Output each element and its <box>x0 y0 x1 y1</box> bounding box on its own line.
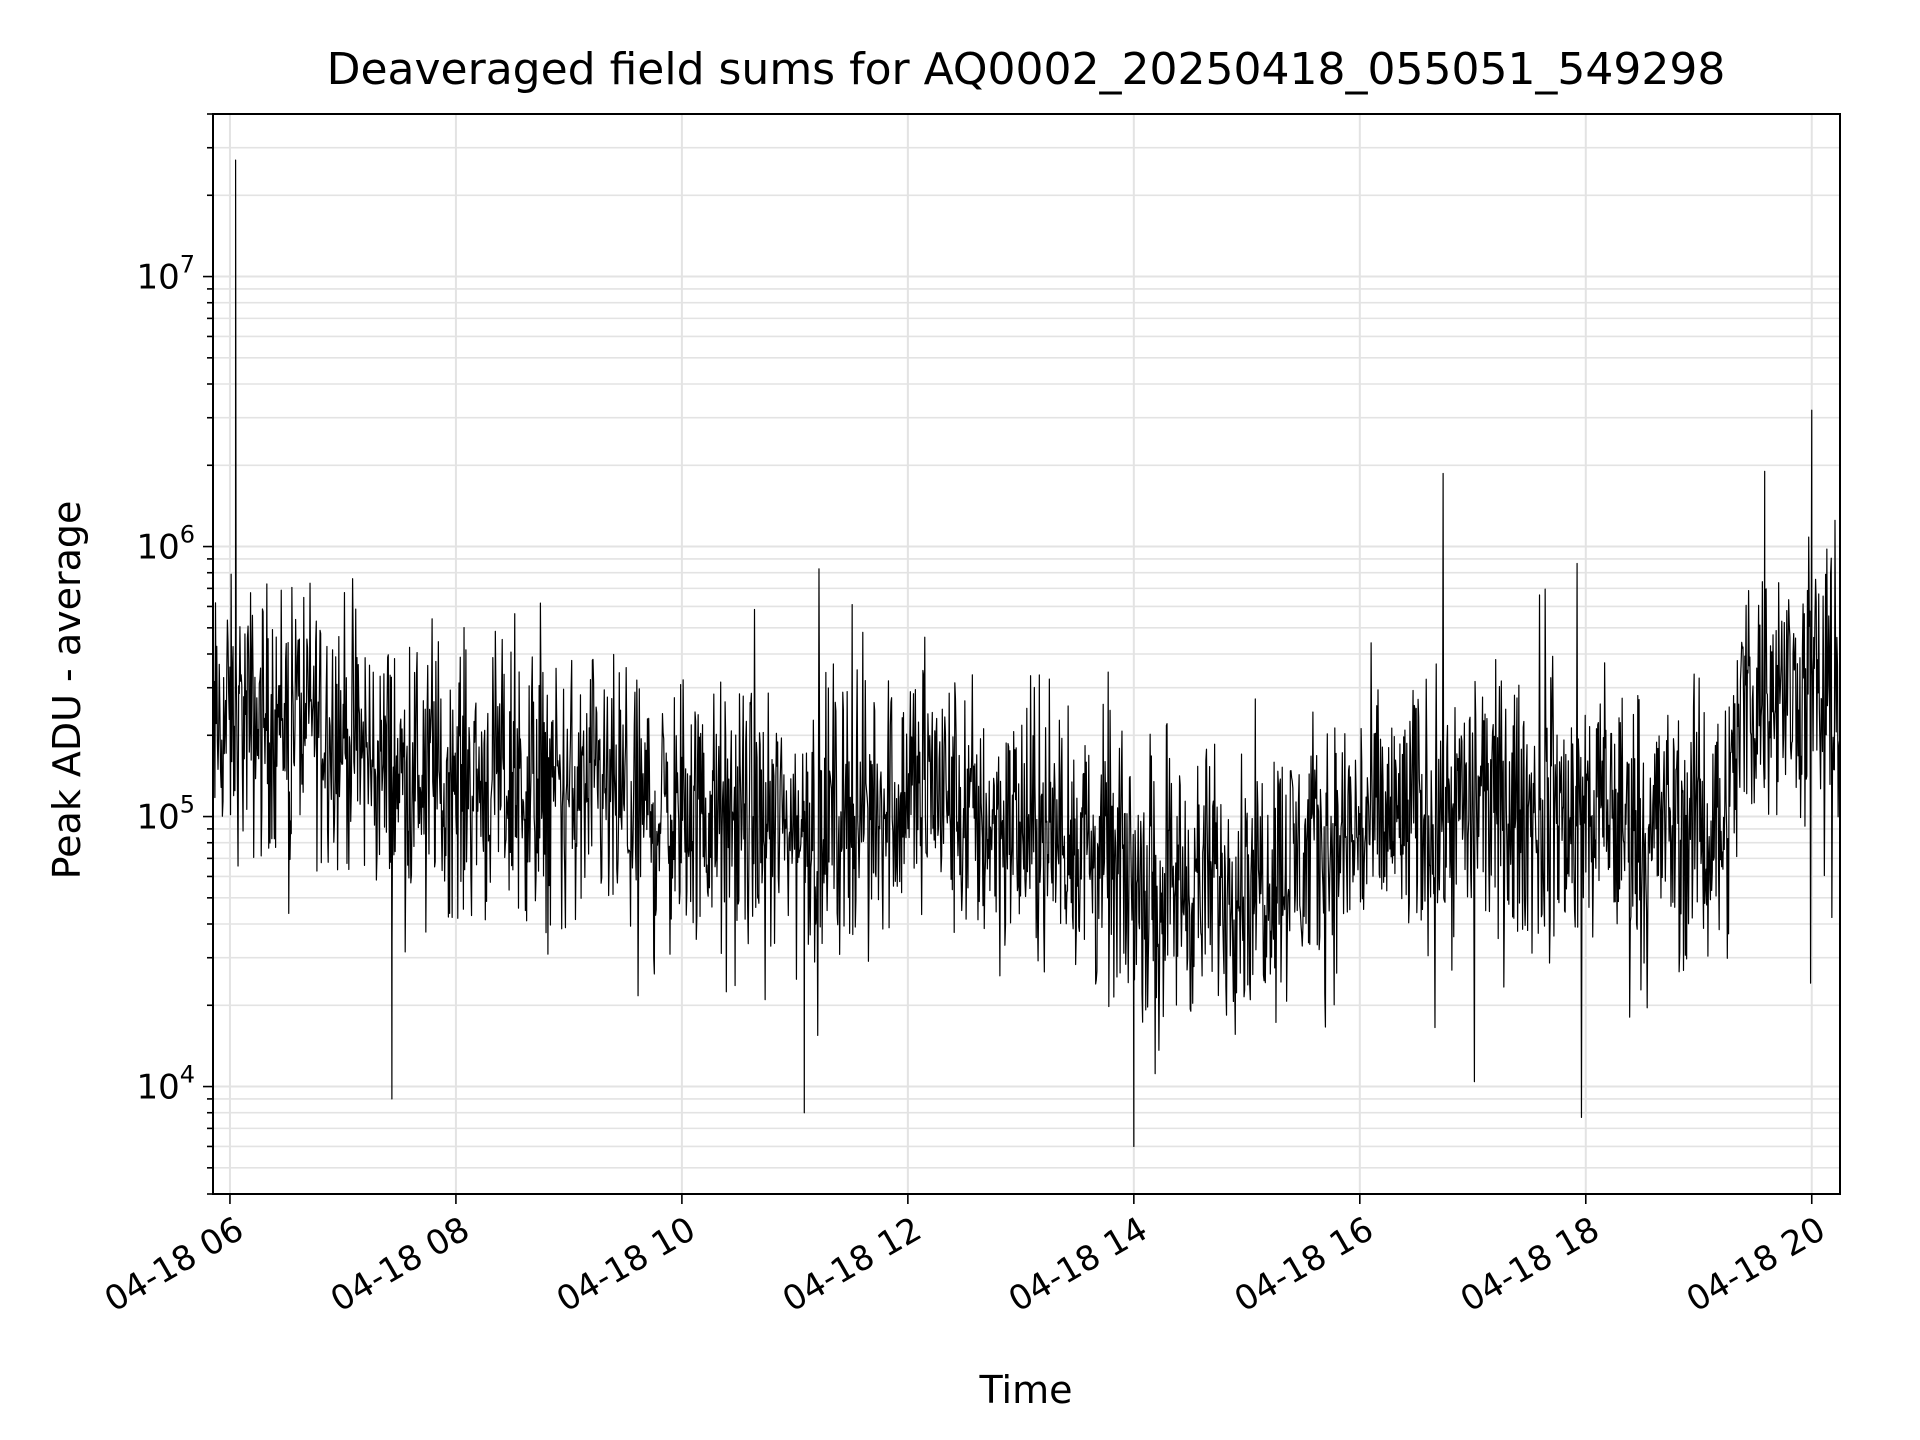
y-tick-label-base: 10 <box>136 258 179 298</box>
y-tick-label-exponent: 4 <box>180 1061 195 1089</box>
y-tick-label-exponent: 7 <box>180 251 195 279</box>
series-line <box>213 159 1840 1148</box>
y-tick-label: 107 <box>136 251 195 298</box>
y-tick-label-base: 10 <box>136 528 179 568</box>
x-axis-label: Time <box>979 1368 1073 1412</box>
y-tick-label: 106 <box>136 521 195 568</box>
y-tick-label-base: 10 <box>136 1068 179 1108</box>
grid <box>213 113 1840 1195</box>
chart-title: Deaveraged field sums for AQ0002_2025041… <box>327 44 1726 95</box>
y-axis-label: Peak ADU - average <box>45 501 89 880</box>
y-tick-label-base: 10 <box>136 798 179 838</box>
y-tick-label-exponent: 5 <box>180 791 195 819</box>
y-tick-label: 104 <box>136 1061 195 1108</box>
y-tick-label: 105 <box>136 791 195 838</box>
y-tick-label-exponent: 6 <box>180 521 195 549</box>
